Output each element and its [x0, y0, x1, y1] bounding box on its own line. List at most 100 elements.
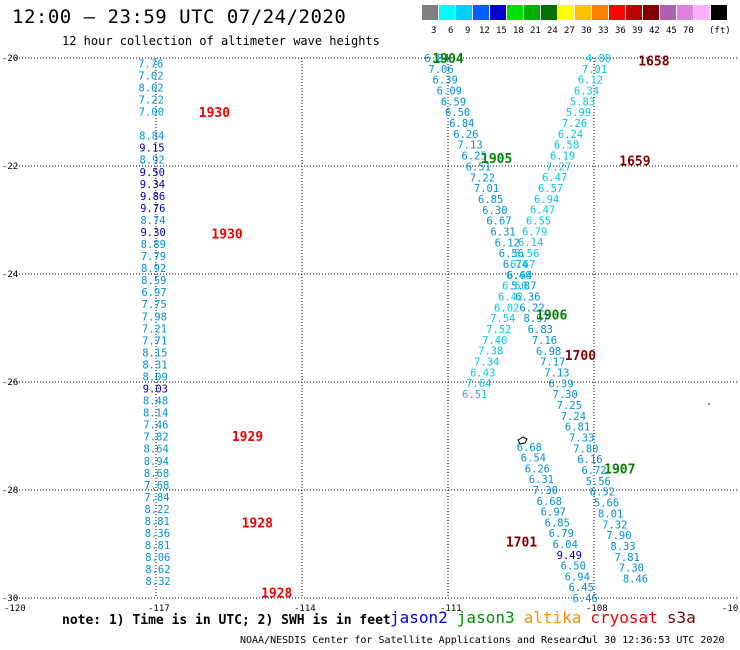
wave-height-value: 6.50 [502, 281, 527, 293]
pass-time-label: 1701 [506, 535, 537, 550]
legend-swatch [677, 5, 693, 20]
legend-label: 3 [431, 26, 437, 36]
pass-time-label: 1930 [211, 228, 242, 243]
wave-height-value: 5.66 [594, 498, 619, 510]
wave-height-value: 7.68 [144, 480, 169, 492]
satellite-name: altika [523, 608, 582, 627]
wave-height-value: 6.36 [515, 292, 540, 304]
pass-time-label: 1928 [261, 587, 292, 602]
wave-height-value: 8.46 [623, 573, 648, 585]
wave-height-value: 7.30 [533, 485, 558, 497]
wave-height-value: 6.85 [478, 194, 503, 206]
wave-height-value: 7.98 [142, 311, 167, 323]
wave-height-value: 6.94 [534, 194, 559, 206]
wave-height-value: 8.59 [141, 275, 166, 287]
wave-height-value: 7.01 [582, 64, 607, 76]
wave-height-value: 8.02 [138, 82, 163, 94]
wave-height-value: 8.64 [144, 444, 169, 456]
legend-label: 42 [649, 26, 660, 36]
wave-height-value: 6.31 [490, 226, 515, 238]
wave-height-value: 7.30 [553, 389, 578, 401]
wave-height-value: 8.48 [143, 396, 168, 408]
wave-height-value: 7.26 [562, 118, 587, 130]
wave-height-value: 7.82 [143, 432, 168, 444]
pass-time-label: 1659 [619, 155, 650, 170]
wave-height-value: 6.57 [538, 183, 563, 195]
wave-height-value: 7.52 [486, 324, 511, 336]
wave-height-value: 9.76 [140, 203, 165, 215]
legend-swatch [439, 5, 455, 20]
legend-swatch [643, 5, 659, 20]
lat-label: -24 [2, 270, 18, 280]
wave-height-value: 6.09 [437, 86, 462, 98]
wave-height-value: 8.92 [139, 155, 164, 167]
legend-label: 6 [448, 26, 454, 36]
wave-height-value: 5.99 [566, 107, 591, 119]
wave-height-value: 8.22 [144, 504, 169, 516]
wave-height-value: 8.14 [143, 408, 168, 420]
wave-height-value: 5.83 [570, 96, 595, 108]
satellite-name: jason2 [390, 608, 448, 627]
legend-swatch [507, 5, 523, 20]
wave-height-value: 6.72 [581, 465, 606, 477]
wave-height-value: 7.38 [478, 346, 503, 358]
legend-label: 15 [496, 26, 507, 36]
wave-height-value: 6.30 [482, 205, 507, 217]
wave-height-value: 5.56 [586, 476, 611, 488]
wave-height-value: 6.43 [470, 367, 495, 379]
lon-label: -120 [4, 604, 26, 614]
satellite-name: jason3 [456, 608, 515, 627]
legend-label: 21 [530, 26, 541, 36]
wave-height-value: 7.81 [615, 552, 640, 564]
wave-height-value: 7.22 [139, 95, 164, 107]
wave-height-value: 6.56 [499, 248, 524, 260]
legend-swatch [660, 5, 676, 20]
legend-unit: (ft) [709, 26, 731, 36]
wave-height-value: 6.83 [528, 324, 553, 336]
generation-timestamp: Jul 30 12:36:53 UTC 2020 [580, 635, 725, 646]
wave-height-value: 6.25 [461, 151, 486, 163]
wave-height-value: 6.51 [466, 161, 491, 173]
wave-height-value: 6.04 [553, 539, 578, 551]
wave-height-value: 7.27 [546, 161, 571, 173]
wave-height-value: 9.50 [140, 167, 165, 179]
wave-height-value: 6.46 [573, 593, 598, 605]
legend-swatch [541, 5, 557, 20]
wave-height-value: 6.84 [424, 53, 449, 65]
wave-height-value: 6.81 [565, 422, 590, 434]
satellite-legend: jason2 jason3 altika cryosat s3a [390, 608, 705, 627]
small-island [708, 403, 710, 405]
wave-height-value: 6.74 [503, 259, 528, 271]
map-title: 12:00 — 23:59 UTC 07/24/2020 [12, 6, 347, 28]
legend-label: 36 [615, 26, 626, 36]
wave-height-value: 6.67 [510, 259, 535, 271]
legend-label: 45 [666, 26, 677, 36]
pass-time-label: 1929 [232, 430, 263, 445]
legend-label: 33 [598, 26, 609, 36]
wave-height-value: 7.75 [142, 299, 167, 311]
wave-height-value: 8.84 [139, 131, 164, 143]
wave-height-value: 9.03 [143, 384, 168, 396]
wave-height-value: 8.15 [142, 347, 167, 359]
lat-label: -28 [2, 486, 18, 496]
wave-height-value: 9.15 [139, 143, 164, 155]
wave-height-value: 7.71 [142, 335, 167, 347]
map-grid [10, 57, 738, 599]
wave-height-value: 6.34 [574, 86, 599, 98]
wave-height-value: 8.97 [524, 313, 549, 325]
wave-height-value: 8.62 [145, 564, 170, 576]
lat-label: -26 [2, 378, 18, 388]
satellite-name: cryosat [590, 608, 658, 627]
wave-height-value: 7.54 [490, 313, 515, 325]
legend-swatch [711, 5, 727, 20]
wave-height-value: 7.46 [143, 420, 168, 432]
wave-height-value: 6.31 [529, 474, 554, 486]
wave-height-value: 6.50 [445, 107, 470, 119]
wave-height-value: 6.24 [558, 129, 583, 141]
wave-height-value: 7.01 [474, 183, 499, 195]
wave-height-value: 6.39 [548, 378, 573, 390]
wave-height-value: 8.32 [145, 576, 170, 588]
legend-swatch [592, 5, 608, 20]
satellite-name: s3a [666, 608, 696, 627]
